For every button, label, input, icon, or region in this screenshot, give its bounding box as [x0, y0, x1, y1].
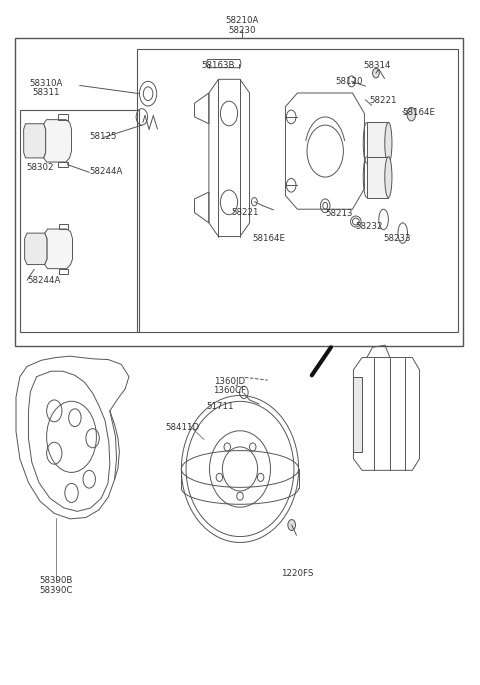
Polygon shape [45, 229, 72, 269]
Text: 58164E: 58164E [252, 234, 285, 242]
Polygon shape [367, 157, 388, 197]
Text: 58120: 58120 [336, 77, 363, 86]
Polygon shape [44, 120, 72, 162]
Ellipse shape [385, 123, 392, 164]
Text: 58310A: 58310A [29, 79, 63, 88]
Text: 58244A: 58244A [27, 275, 60, 284]
Text: 58314: 58314 [363, 61, 391, 70]
Text: 58390C: 58390C [39, 586, 72, 595]
Polygon shape [353, 377, 362, 452]
Text: 58125: 58125 [90, 132, 117, 141]
Ellipse shape [407, 108, 416, 121]
Polygon shape [367, 123, 388, 164]
Text: 58311: 58311 [33, 88, 60, 97]
Text: 1360CF: 1360CF [213, 386, 246, 395]
Polygon shape [24, 233, 47, 264]
Text: 58213: 58213 [325, 209, 353, 219]
Circle shape [288, 519, 296, 530]
Circle shape [372, 68, 379, 78]
Text: 1220FS: 1220FS [281, 569, 313, 578]
Text: 58221: 58221 [231, 208, 259, 217]
Polygon shape [24, 124, 46, 158]
Text: 58302: 58302 [26, 164, 54, 173]
Text: 58233: 58233 [384, 234, 411, 242]
Text: 1360JD: 1360JD [214, 377, 245, 386]
Text: 58390B: 58390B [39, 576, 72, 585]
Text: 51711: 51711 [206, 402, 234, 411]
Text: 58230: 58230 [228, 26, 256, 35]
Text: 58244A: 58244A [89, 167, 122, 176]
Text: 58221: 58221 [369, 97, 397, 105]
Text: 58163B: 58163B [202, 61, 235, 70]
Ellipse shape [385, 157, 392, 197]
Text: 58232: 58232 [356, 221, 384, 230]
Text: 58411D: 58411D [166, 423, 200, 432]
Text: 58164E: 58164E [403, 108, 436, 117]
Text: 58210A: 58210A [226, 16, 259, 25]
